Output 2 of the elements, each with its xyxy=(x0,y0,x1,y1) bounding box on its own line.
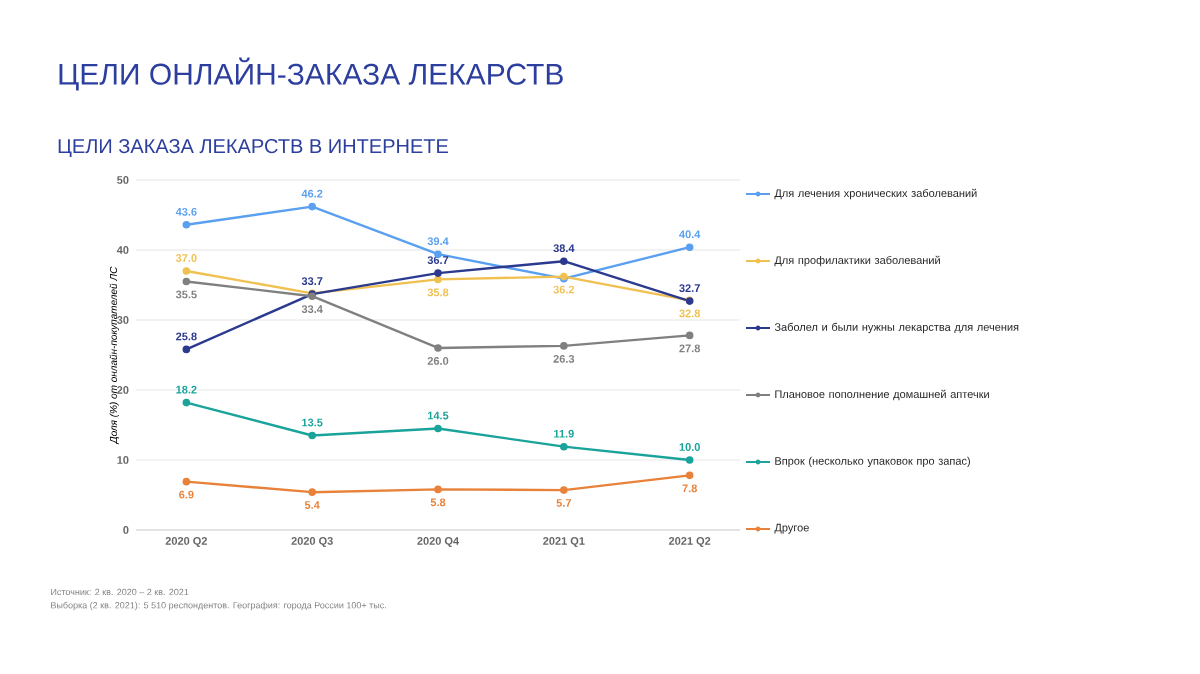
chart-subtitle: ЦЕЛИ ЗАКАЗА ЛЕКАРСТВ В ИНТЕРНЕТЕ xyxy=(58,139,448,157)
chart-title: ЦЕЛИ ОНЛАЙН-ЗАКАЗА ЛЕКАРСТВ xyxy=(59,57,563,91)
